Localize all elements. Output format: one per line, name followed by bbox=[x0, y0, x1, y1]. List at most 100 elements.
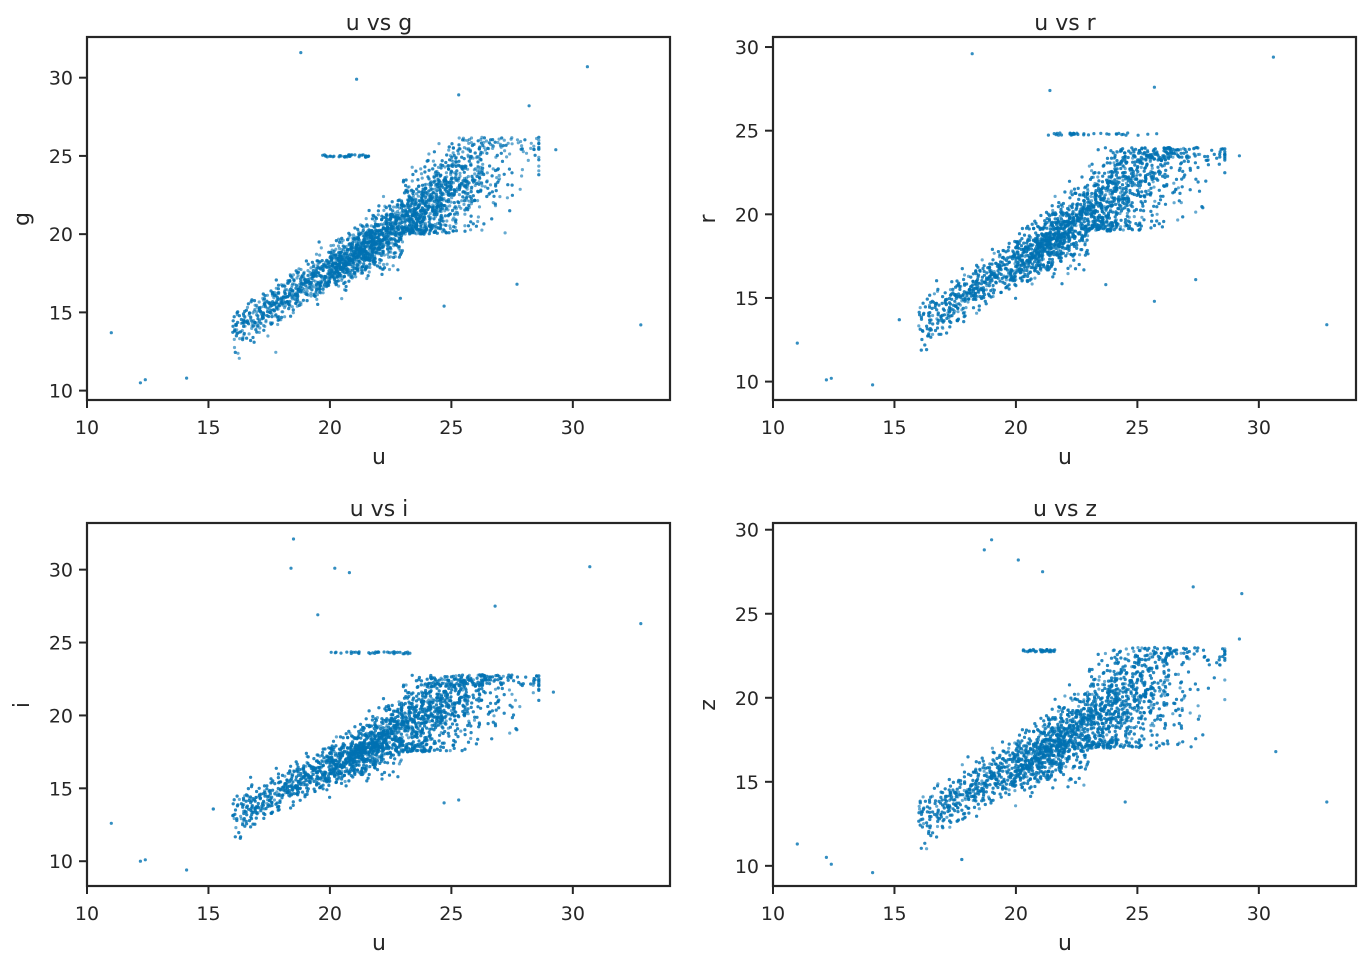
data-point bbox=[454, 164, 458, 168]
data-point bbox=[410, 230, 415, 234]
data-point bbox=[342, 155, 346, 159]
data-point bbox=[384, 206, 388, 210]
data-point bbox=[354, 243, 358, 247]
data-point bbox=[457, 193, 461, 197]
data-point bbox=[387, 255, 391, 259]
data-point bbox=[393, 251, 397, 255]
data-point bbox=[523, 138, 527, 142]
data-point bbox=[355, 77, 359, 81]
data-point bbox=[364, 217, 368, 221]
data-point bbox=[330, 257, 334, 261]
data-point bbox=[445, 184, 449, 188]
data-point bbox=[321, 287, 325, 291]
data-point bbox=[428, 225, 432, 229]
data-point bbox=[456, 152, 461, 156]
data-point bbox=[292, 278, 296, 282]
data-point bbox=[341, 263, 346, 267]
data-point bbox=[356, 236, 360, 240]
data-point bbox=[297, 303, 301, 307]
data-point bbox=[489, 138, 493, 142]
data-point bbox=[391, 215, 395, 219]
data-point bbox=[257, 300, 261, 304]
data-point bbox=[316, 259, 320, 263]
data-point bbox=[396, 268, 400, 272]
data-point bbox=[360, 265, 364, 269]
data-point bbox=[424, 182, 428, 186]
data-point bbox=[444, 171, 448, 175]
data-point bbox=[414, 224, 418, 228]
data-point bbox=[276, 287, 280, 291]
data-point bbox=[432, 187, 436, 191]
data-point bbox=[372, 238, 376, 242]
data-point bbox=[360, 224, 364, 228]
data-point bbox=[346, 238, 350, 242]
data-point bbox=[276, 318, 280, 322]
data-point bbox=[430, 187, 434, 191]
data-point bbox=[251, 335, 255, 340]
data-point bbox=[291, 289, 295, 293]
data-point bbox=[344, 288, 348, 292]
data-point bbox=[457, 204, 461, 208]
data-point bbox=[380, 272, 384, 276]
data-point bbox=[444, 199, 448, 203]
data-point bbox=[419, 167, 423, 171]
data-point bbox=[435, 231, 439, 235]
data-point bbox=[362, 234, 366, 238]
data-point bbox=[486, 146, 490, 150]
data-point bbox=[325, 258, 329, 262]
data-point bbox=[441, 185, 445, 189]
data-point bbox=[423, 187, 427, 191]
data-point bbox=[301, 298, 305, 302]
data-point bbox=[258, 309, 263, 313]
data-point bbox=[495, 153, 499, 157]
data-point bbox=[280, 284, 285, 288]
data-point bbox=[427, 204, 431, 208]
data-point bbox=[451, 193, 455, 197]
data-point bbox=[428, 217, 432, 221]
data-point bbox=[452, 225, 456, 229]
data-point bbox=[453, 176, 457, 180]
data-point bbox=[461, 195, 465, 199]
data-point bbox=[391, 209, 395, 213]
data-point bbox=[280, 315, 284, 319]
data-point bbox=[367, 208, 371, 213]
data-point bbox=[438, 209, 442, 213]
data-point bbox=[266, 334, 270, 338]
data-point bbox=[376, 213, 380, 217]
data-point bbox=[451, 229, 455, 233]
data-point bbox=[454, 160, 458, 164]
data-point bbox=[404, 178, 408, 182]
data-point bbox=[380, 218, 384, 222]
data-point bbox=[398, 296, 402, 300]
data-point bbox=[376, 229, 381, 233]
data-point bbox=[526, 158, 530, 162]
data-point bbox=[378, 261, 382, 265]
data-point bbox=[395, 226, 399, 230]
data-point bbox=[466, 224, 471, 228]
data-point bbox=[405, 189, 409, 193]
data-point bbox=[462, 199, 467, 203]
data-point bbox=[435, 182, 439, 187]
data-point bbox=[385, 262, 389, 266]
data-point bbox=[368, 256, 372, 260]
data-point bbox=[433, 163, 437, 167]
data-point bbox=[424, 195, 428, 199]
data-point bbox=[291, 311, 295, 315]
data-point bbox=[311, 269, 315, 273]
data-point bbox=[399, 251, 403, 255]
data-point bbox=[443, 188, 447, 192]
data-point bbox=[363, 267, 368, 271]
data-point bbox=[406, 213, 410, 217]
data-point bbox=[499, 151, 503, 155]
data-point bbox=[251, 324, 255, 328]
data-point bbox=[470, 185, 474, 189]
data-point bbox=[355, 262, 359, 267]
data-point bbox=[414, 201, 418, 205]
data-point bbox=[445, 153, 449, 157]
data-point bbox=[320, 264, 324, 269]
data-point bbox=[426, 175, 430, 179]
data-point bbox=[316, 302, 320, 306]
data-point bbox=[450, 208, 455, 213]
